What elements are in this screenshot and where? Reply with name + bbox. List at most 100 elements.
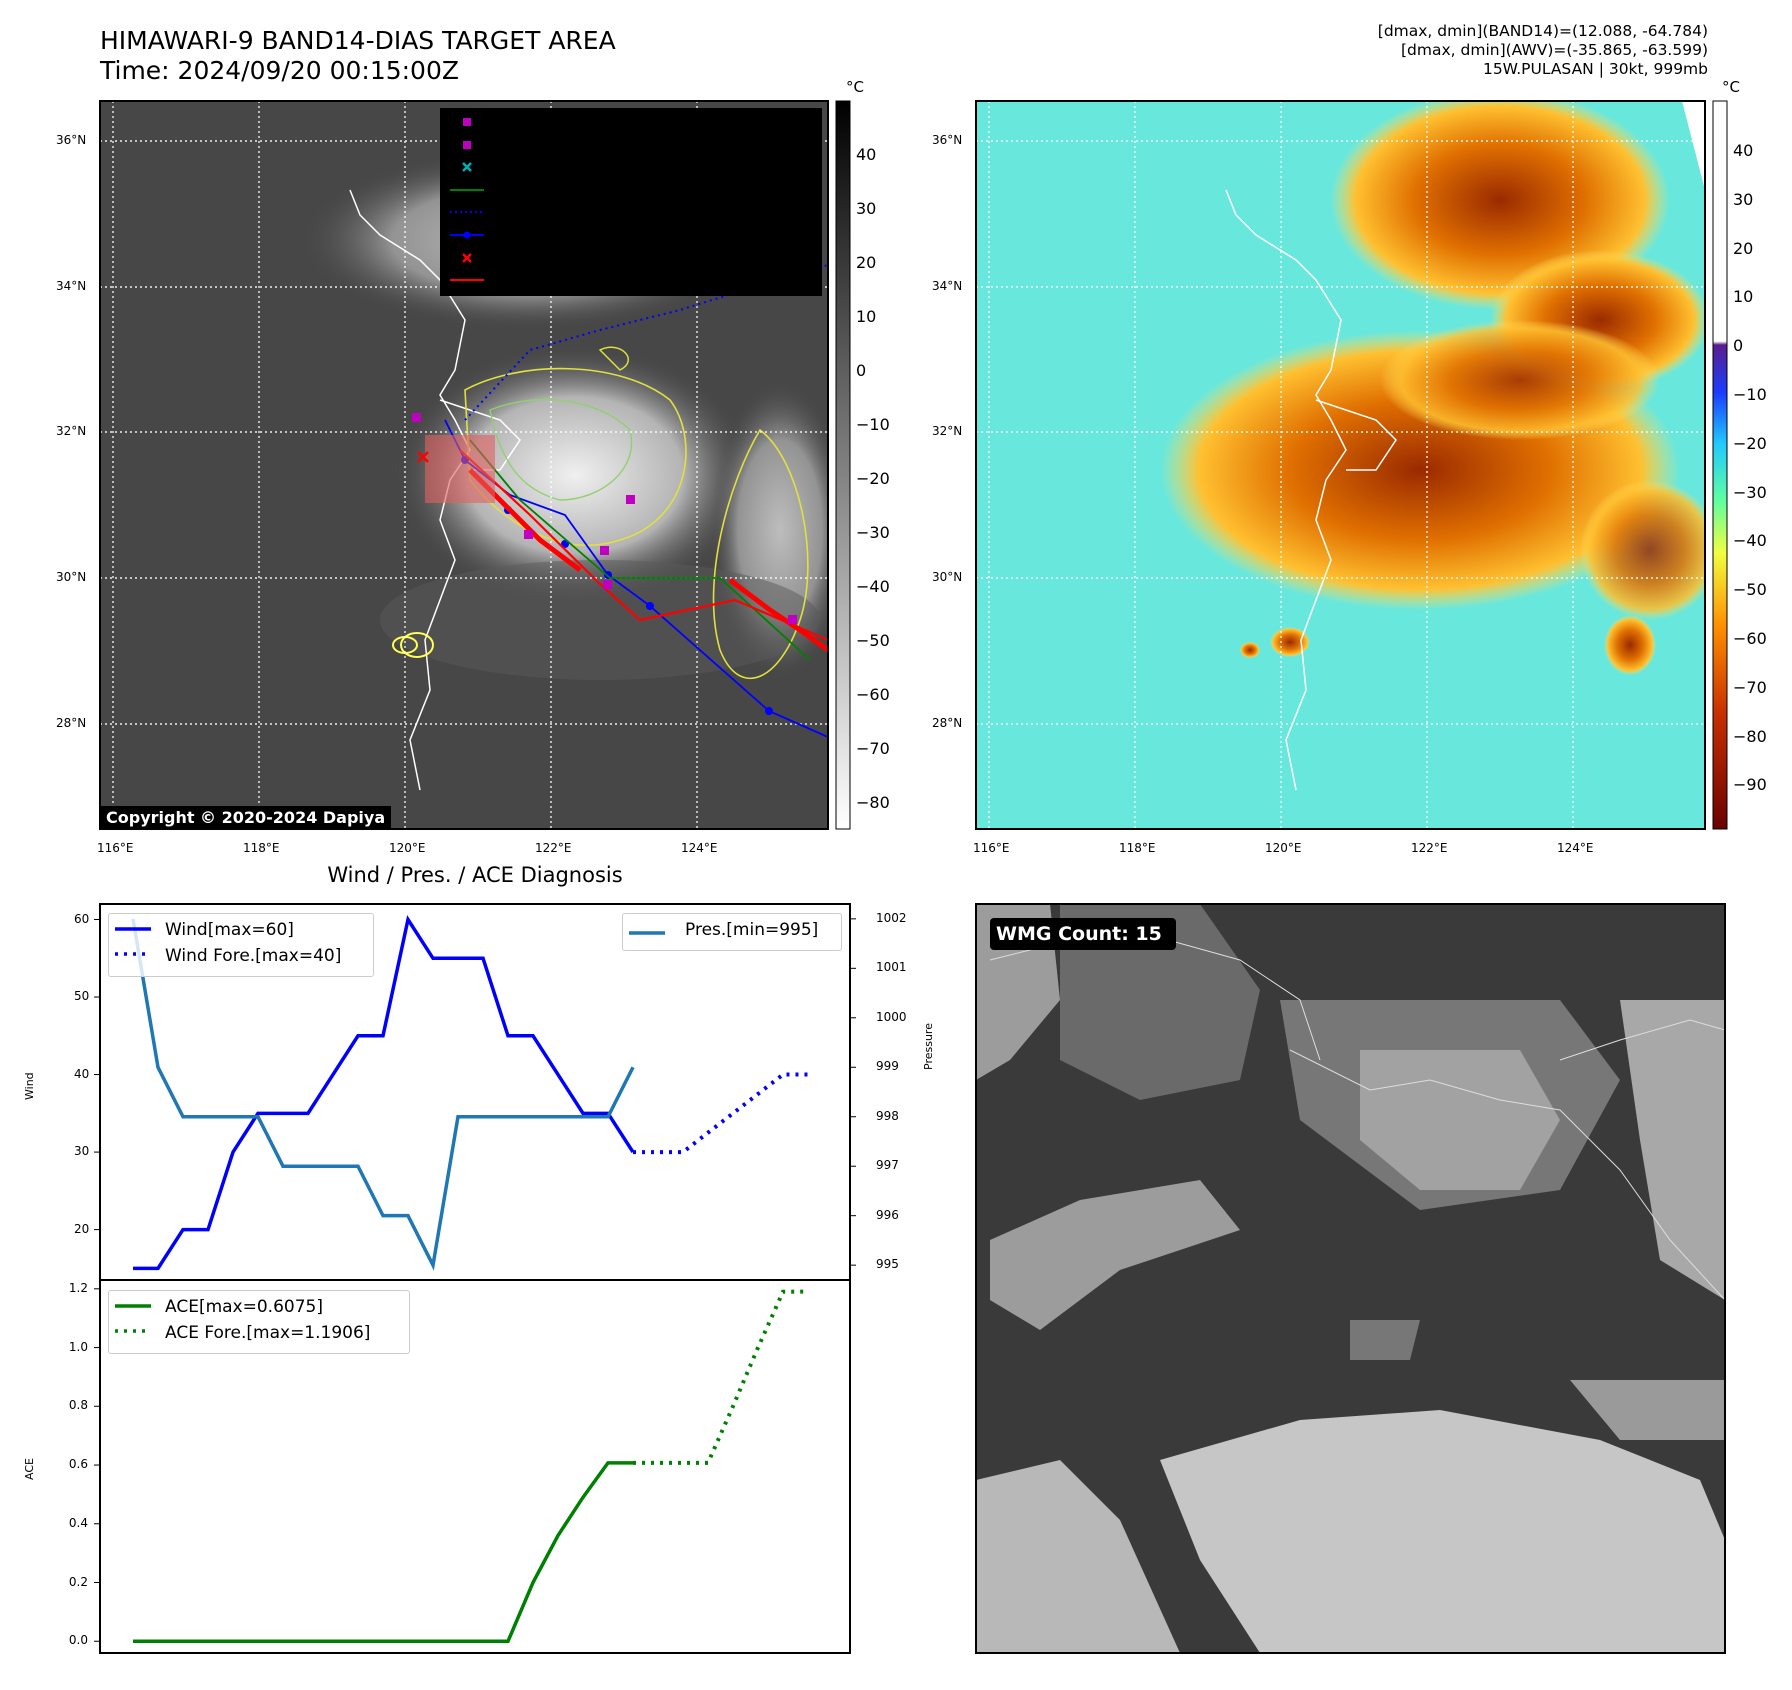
pressure-tick-label: 1002 xyxy=(876,910,907,925)
lon-tick-120-right: 120°E xyxy=(1265,841,1302,855)
map-legend-entry: ADT Tracks [2330Z 0.0 0.0] xyxy=(448,180,818,200)
lat-tick-36-right: 36°N xyxy=(932,133,963,147)
legend-ace: ACE[max=0.6075] xyxy=(165,1297,323,1317)
ir-map-left-frame xyxy=(99,100,829,830)
map-legend-entry: JTWC/NHC Tracks [19/1800Z] xyxy=(448,225,818,245)
lat-tick-30-left: 30°N xyxy=(56,570,87,584)
lat-tick-28-left: 28°N xyxy=(56,716,87,730)
colorbar-right-tick: −50 xyxy=(1733,580,1767,600)
colorbar-left-tick: −80 xyxy=(856,793,890,812)
colorbar-left-tick: −60 xyxy=(856,685,890,704)
stats-block: [dmax, dmin](BAND14)=(12.088, -64.784) [… xyxy=(1378,22,1708,79)
colorbar-right-tick: 20 xyxy=(1733,238,1754,258)
map-legend-entry: JTWC/NHC Forecast [19/1800Z] xyxy=(448,202,818,222)
ace-marks xyxy=(94,1288,809,1644)
pressure-tick-label: 1000 xyxy=(876,1009,907,1024)
ace-tick-label: 0.2 xyxy=(68,1574,88,1589)
legend-wind: Wind[max=60] xyxy=(165,920,294,940)
pressure-tick-label: 996 xyxy=(876,1207,899,1222)
pressure-tick-label: 999 xyxy=(876,1059,899,1074)
ace-series-line xyxy=(133,1461,633,1644)
ir-map-left xyxy=(100,101,828,829)
lat-tick-32-left: 32°N xyxy=(56,424,87,438)
wind-forecast-line xyxy=(633,1072,808,1155)
wind-tick-label: 20 xyxy=(74,1221,90,1236)
legend-marker-line xyxy=(450,188,484,191)
lon-tick-124-left: 124°E xyxy=(681,841,718,855)
lon-tick-116-right: 116°E xyxy=(973,841,1010,855)
map-legend-label: JTWC/NHC Forecast [19/1800Z] xyxy=(492,202,727,221)
wind-tick-label: 30 xyxy=(74,1144,90,1159)
wind-legend-swatches xyxy=(115,927,151,956)
stats-line-2: [dmax, dmin](AWV)=(-35.865, -63.599) xyxy=(1401,41,1708,59)
colorbar-right-tick: −30 xyxy=(1733,482,1767,502)
ir-map-right-frame xyxy=(975,100,1706,830)
wind-tick-label: 40 xyxy=(74,1066,90,1081)
wind-series-line xyxy=(133,915,635,1271)
colorbar-right-tick: −60 xyxy=(1733,629,1767,648)
pressure-tick-label: 995 xyxy=(876,1257,899,1272)
lat-tick-30-right: 30°N xyxy=(932,570,963,584)
ace-axis-label: ACE xyxy=(23,1458,36,1480)
pressure-tick-label: 997 xyxy=(876,1158,899,1173)
legend-pres: Pres.[min=995] xyxy=(685,920,819,940)
ace-legend: ACE[max=0.6075] ACE Fore.[max=1.1906] xyxy=(108,1290,410,1354)
colorbar-left-tick: −40 xyxy=(856,577,890,596)
wmg-panel-frame xyxy=(975,903,1726,1654)
map-legend-label: AMSU Locations [NOAA15/1021Z 38 993] xyxy=(492,112,802,130)
map-legend-entry: AMSU Locations [NOAA15/1021Z 38 993] xyxy=(448,112,818,132)
map-legend-entry: Floater Locater xyxy=(448,270,818,290)
copyright-badge: Copyright © 2020-2024 Dapiya xyxy=(100,806,392,829)
legend-marker-line xyxy=(450,279,484,282)
wmg-count-label: WMG Count: 15 xyxy=(996,923,1162,945)
pres-legend-swatch xyxy=(629,931,665,935)
wind-legend: Wind[max=60] Wind Fore.[max=40] xyxy=(108,913,374,977)
colorbar-right-tick: −70 xyxy=(1733,677,1767,697)
pressure-axis-label: Pressure xyxy=(922,1023,935,1070)
lon-tick-118-left: 118°E xyxy=(243,841,280,855)
colorbar-right-tick: −80 xyxy=(1733,726,1767,746)
lon-tick-116-left: 116°E xyxy=(97,841,134,855)
map-legend-label: ADT Tracks [2330Z 0.0 0.0] xyxy=(492,179,697,198)
lon-tick-122-right: 122°E xyxy=(1411,841,1448,855)
map-legend-label: ARCHER Locations [2217Z] xyxy=(492,134,695,153)
ace-legend-swatches xyxy=(115,1304,151,1333)
colorbar-right-tick: 0 xyxy=(1733,336,1744,356)
colorbar-left-tick: 20 xyxy=(856,253,877,272)
map-legend-entry: ARCHER Locations [2217Z] xyxy=(448,135,818,155)
pressure-tick-label: 1001 xyxy=(876,960,907,975)
legend-wind-fore: Wind Fore.[max=40] xyxy=(165,946,342,966)
map-legend-label: MESOSCALE/TARGET Location xyxy=(492,247,717,266)
lat-tick-32-right: 32°N xyxy=(932,424,963,438)
colorbar-right-tick: 40 xyxy=(1733,141,1754,160)
title-line-1: HIMAWARI-9 BAND14-DIAS TARGET AREA xyxy=(100,26,616,55)
lat-tick-34-right: 34°N xyxy=(932,279,963,293)
ace-tick-label: 0.6 xyxy=(68,1457,88,1472)
wind-pres-marks xyxy=(94,915,856,1271)
legend-ace-fore: ACE Fore.[max=1.1906] xyxy=(165,1323,371,1343)
map-legend-entry: MESOSCALE/TARGET Location xyxy=(448,248,818,268)
lon-tick-120-left: 120°E xyxy=(389,841,426,855)
ace-forecast-line xyxy=(633,1289,809,1465)
legend-marker-square xyxy=(463,118,471,126)
title-line-2: Time: 2024/09/20 00:15:00Z xyxy=(100,56,459,85)
colorbar-right xyxy=(1712,100,1728,830)
colorbar-right-tick: −20 xyxy=(1733,433,1767,453)
colorbar-right-tick: 30 xyxy=(1733,189,1754,209)
ace-tick-label: 1.0 xyxy=(68,1339,88,1354)
pres-legend: Pres.[min=995] xyxy=(622,913,842,951)
map-legend-box xyxy=(440,108,822,296)
lat-tick-34-left: 34°N xyxy=(56,279,87,293)
colorbar-left-tick: −30 xyxy=(856,523,890,542)
lon-tick-118-right: 118°E xyxy=(1119,841,1156,855)
lon-tick-124-right: 124°E xyxy=(1557,841,1594,855)
ace-tick-label: 0.0 xyxy=(68,1633,88,1648)
legend-marker-x xyxy=(462,252,472,263)
colorbar-right-tick: 10 xyxy=(1733,287,1754,307)
colorbar-left-tick: −10 xyxy=(856,415,890,434)
wind-axis-label: Wind xyxy=(23,1072,36,1100)
colorbar-right-tick: −90 xyxy=(1733,775,1767,795)
map-legend-label: Floater Locater xyxy=(492,270,606,289)
lat-tick-36-left: 36°N xyxy=(56,133,87,147)
